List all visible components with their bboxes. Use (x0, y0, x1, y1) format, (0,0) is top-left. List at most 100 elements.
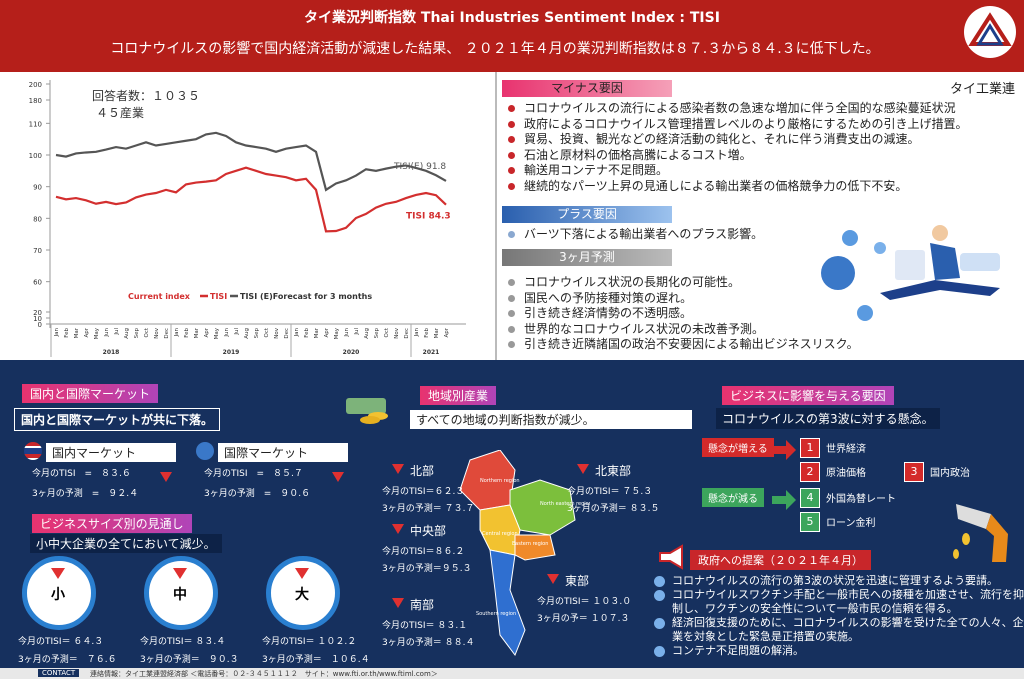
card-title: 国際マーケット (218, 443, 348, 462)
x-tick-label: Jul (234, 328, 240, 336)
factor-label: ローン金利 (826, 518, 876, 529)
card-row: 今月のTISI = ８５.７ (204, 469, 303, 479)
government-list: コロナウイルスの流行の第3波の状況を迅速に管理するよう要請。 コロナウイルスワクチ… (654, 574, 1024, 668)
factor-number: 5 (800, 512, 820, 532)
x-tick-label: Nov (394, 327, 400, 338)
x-tick-label: Jun (344, 327, 350, 337)
x-tick-label: Oct (264, 327, 270, 337)
size-items: 小今月のTISI＝ ６４.３ 3ヶ月の予測＝ ７６.６ 中今月のTISI＝ ８３.４… (0, 556, 380, 666)
x-tick-label: Apr (204, 327, 210, 337)
factor-label: 世界経済 (826, 444, 866, 455)
y-tick-label: 20 (33, 309, 42, 317)
item-text: 貿易、投資、観光などの経済活動の鈍化と、それに伴う消費支出の減速。 (524, 132, 920, 146)
x-tick-label: Apr (444, 327, 450, 337)
factors-summary: コロナウイルスの第3波に対する懸念。 (716, 408, 940, 429)
year-label: 2018 (103, 349, 120, 356)
list-item: 石油と原材料の価格高騰によるコスト増。 (508, 148, 1024, 164)
market-cards: 国内マーケット 今月のTISI = ８３.６ 3ヶ月の予測 = ９２.４ 国際マーケッ… (20, 442, 360, 508)
x-tick-label: Nov (274, 327, 280, 338)
x-tick-label: Jan (174, 327, 180, 337)
bullet (508, 120, 515, 128)
minus-heading: マイナス要因 (502, 80, 672, 97)
size-row: 3ヶ月の予測＝ １０６.４ (262, 655, 370, 665)
legend-label: TISI (210, 292, 227, 301)
x-tick-label: Apr (324, 327, 330, 337)
size-label: 中 (173, 587, 187, 603)
arrows (772, 440, 796, 510)
factor-label: 原油価格 (826, 468, 866, 479)
x-tick-label: Aug (124, 328, 130, 339)
factor-label: 外国為替レート (826, 494, 896, 505)
down-arrow (51, 568, 65, 579)
bottom-panel: 国内と国際マーケット 国内と国際マーケットが共に下落。 国内マーケット 今月のTI… (0, 360, 1024, 668)
y-tick-label: 110 (29, 120, 42, 128)
thailand-map: Northern region North eastern region Centr… (459, 450, 590, 657)
region-summary: すべての地域の判断指数が減少。 (410, 410, 692, 429)
y-tick-label: 60 (33, 279, 42, 287)
divider (495, 72, 497, 362)
respondents-count: 回答者数：１０３５ (92, 89, 201, 103)
respondents: 回答者数：１０３５ ４５産業 (92, 88, 200, 122)
x-tick-label: Feb (184, 328, 190, 338)
x-tick-label: Aug (364, 328, 370, 339)
x-tick-label: Jun (224, 327, 230, 337)
plus-heading: プラス要因 (502, 206, 672, 223)
size-circle (22, 556, 96, 630)
year-label: 2020 (343, 349, 360, 356)
size-row: 3ヶ月の予測＝ ９０.３ (140, 655, 239, 665)
x-tick-label: Sep (374, 328, 380, 339)
x-tick-label: Jun (104, 327, 110, 337)
item-text: コロナウイルスワクチン手配と一般市民への接種を加速させ、流行を抑制し、ワクチンの… (672, 588, 1024, 615)
region-row: 今月のTISI＝ １０３.０ (537, 597, 632, 607)
forecast-list: コロナウイルス状況の長期化の可能性。 国民への予防接種対策の遅れ。 引き続き経済情勢… (508, 275, 859, 353)
factor-number: 1 (800, 438, 820, 458)
x-tick-label: Dec (284, 328, 290, 339)
contact-text: 連絡情報：タイ工業連盟経済部 ＜電話番号：０２-３４５１１１２ サイト：www.… (90, 670, 438, 678)
region-name: 南部 (410, 598, 435, 612)
y-tick-label: 0 (38, 321, 42, 329)
bullet (508, 167, 515, 174)
size-row: 今月のTISI＝ １０２.２ (262, 637, 357, 647)
decrease-label: 懸念が減る (702, 488, 764, 507)
factor-label: 国内政治 (930, 468, 970, 479)
region-map-label: Central region (482, 531, 518, 537)
region-row: 3ヶ月の予測＝ ８３.５ (567, 504, 660, 514)
series-line (55, 131, 447, 192)
list-item: 世界的なコロナウイルス状況の未改善予測。 (508, 322, 859, 338)
list-item: 政府によるコロナウイルス管理措置レベルのより厳格にするための引き上げ措置。 (508, 117, 1024, 133)
x-tick-label: Mar (74, 327, 80, 338)
plus-list: バーツ下落による輸出業者へのプラス影響。 (508, 227, 763, 243)
x-tick-label: Oct (384, 327, 390, 337)
list-item: バーツ下落による輸出業者へのプラス影響。 (508, 227, 763, 243)
industries-count: ４５産業 (96, 106, 145, 120)
fuel-icon (953, 504, 1008, 562)
government-heading: 政府への提案（２０２１年４月） (690, 550, 871, 570)
item-text: 世界的なコロナウイルス状況の未改善予測。 (524, 321, 765, 336)
list-item: 貿易、投資、観光などの経済活動の鈍化と、それに伴う消費支出の減速。 (508, 132, 1024, 148)
x-tick-label: Mar (194, 327, 200, 338)
header: タイ業況判断指数 Thai Industries Sentiment Index… (0, 0, 1024, 72)
size-row: 今月のTISI＝ ６４.３ (18, 637, 104, 647)
size-label: 大 (295, 587, 309, 603)
flag-icon (196, 442, 214, 460)
region-row: 今月のTISI＝ ７５.３ (567, 487, 653, 497)
list-item: 国民への予防接種対策の遅れ。 (508, 291, 859, 307)
bullet (508, 294, 515, 302)
list-item: コロナウイルス状況の長期化の可能性。 (508, 275, 859, 291)
legend-title: Current index (128, 292, 191, 301)
region-row: 3ヶ月の予測＝ ８８.４ (382, 638, 475, 648)
y-tick-label: 100 (29, 152, 42, 160)
region-row: 3ヶ月の予測＝９５.３ (382, 564, 472, 574)
title: タイ業況判断指数 Thai Industries Sentiment Index… (304, 10, 720, 26)
government-item: コロナウイルスの流行の第3波の状況を迅速に管理するよう要請。 (654, 574, 1024, 588)
x-tick-label: Apr (84, 327, 90, 337)
x-tick-label: Jan (414, 327, 420, 337)
region-shape (489, 549, 526, 657)
factor-number: 4 (800, 488, 820, 508)
x-tick-label: Feb (424, 328, 430, 338)
down-arrow (392, 524, 404, 534)
item-text: コロナウイルス状況の長期化の可能性。 (524, 275, 741, 289)
year-label: 2021 (423, 349, 440, 356)
x-tick-label: Feb (64, 328, 70, 338)
